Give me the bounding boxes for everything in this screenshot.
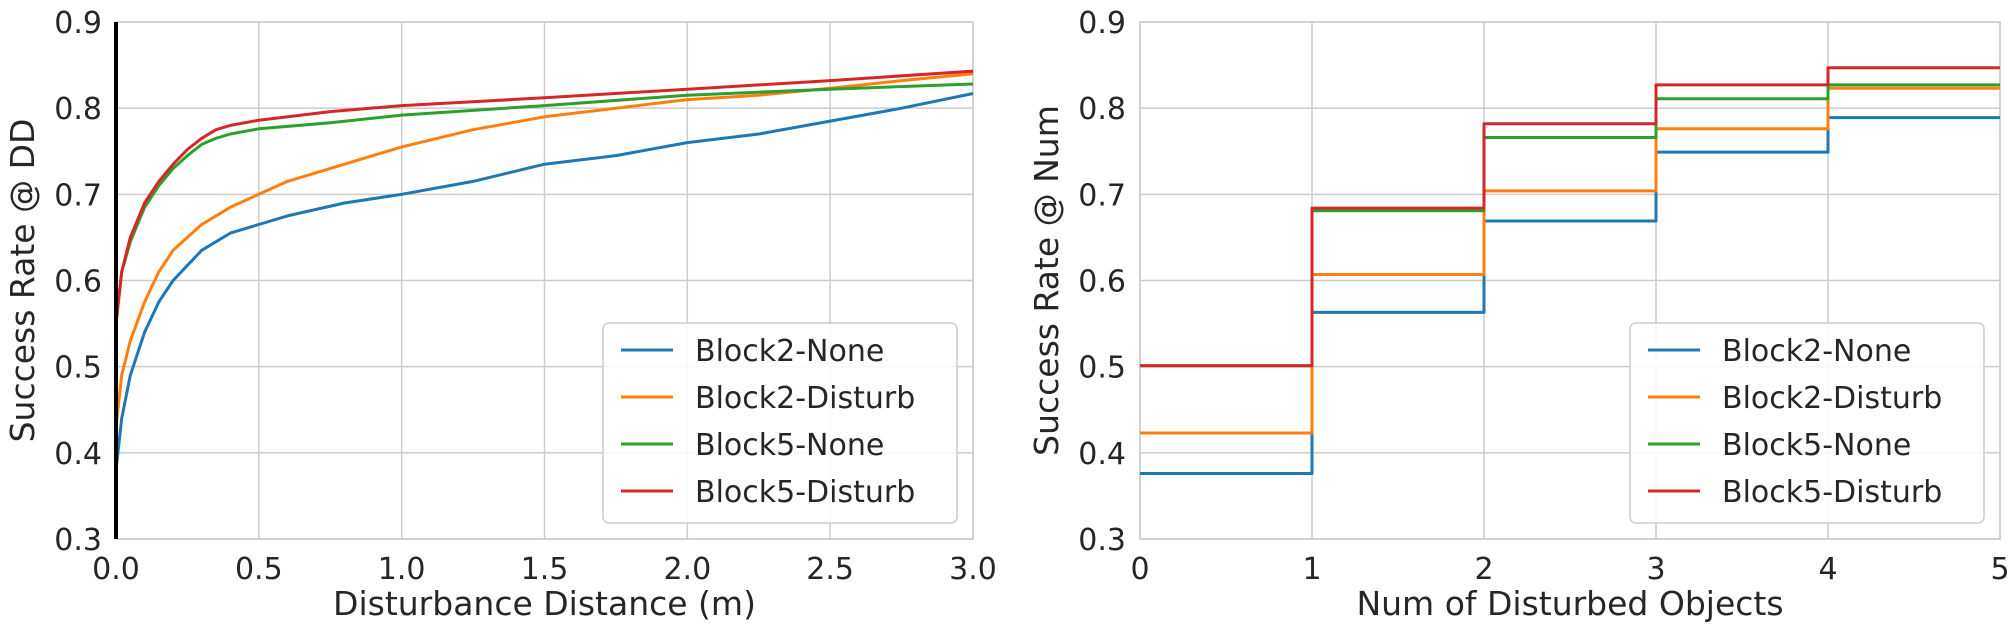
chart-disturbance-distance: 0.0 0.5 1.0 1.5 2.0 2.5 3.0 0.3 0.4 0.5 0.6 0.7 0.8 0… bbox=[3, 6, 997, 623]
x-tick-label: 1 bbox=[1302, 552, 1321, 587]
y-tick-label: 0.7 bbox=[54, 178, 102, 213]
y-tick-label: 0.8 bbox=[54, 92, 102, 127]
y-tick-label: 0.4 bbox=[1078, 437, 1126, 472]
y-tick-label: 0.7 bbox=[1078, 178, 1126, 213]
legend: Block2-None Block2-Disturb Block5-None Bloc… bbox=[1629, 322, 1985, 524]
legend-entry-block2-none: Block2-None bbox=[1722, 334, 1911, 369]
x-tick-label: 1.5 bbox=[521, 552, 569, 587]
legend-entry-block2-none: Block2-None bbox=[695, 334, 884, 369]
legend-entry-block5-disturb: Block5-Disturb bbox=[695, 475, 915, 510]
plot-frame bbox=[1139, 21, 2001, 540]
x-tick-label: 3.0 bbox=[949, 552, 997, 587]
y-tick-label: 0.9 bbox=[54, 6, 102, 41]
x-tick-label: 0.5 bbox=[235, 552, 283, 587]
x-tick-label: 3 bbox=[1646, 552, 1665, 587]
series-line-block5-disturb bbox=[1140, 66, 2000, 368]
x-tick-label: 4 bbox=[1818, 552, 1837, 587]
series-line-block2-none bbox=[114, 92, 974, 471]
chart-num-disturbed-objects: 0 1 2 3 4 5 0.3 0.4 0.5 0.6 0.7 0.8 0.9 Num of Distur… bbox=[1027, 6, 2010, 623]
y-tick-label: 0.3 bbox=[1078, 523, 1126, 558]
legend-box bbox=[1629, 322, 1985, 524]
y-tick-label: 0.3 bbox=[54, 523, 102, 558]
x-axis-label: Disturbance Distance (m) bbox=[333, 584, 756, 623]
series-line-block5-disturb bbox=[114, 69, 974, 324]
series-line-block2-disturb bbox=[114, 72, 974, 428]
x-tick-label: 2.5 bbox=[806, 552, 854, 587]
y-tick-label: 0.4 bbox=[54, 437, 102, 472]
y-tick-label: 0.6 bbox=[54, 265, 102, 300]
x-axis-label: Num of Disturbed Objects bbox=[1356, 584, 1783, 623]
legend-entry-block5-none: Block5-None bbox=[1722, 428, 1911, 463]
legend-entry-block2-disturb: Block2-Disturb bbox=[1722, 381, 1942, 416]
y-tick-label: 0.5 bbox=[1078, 351, 1126, 386]
y-tick-label: 0.5 bbox=[54, 351, 102, 386]
legend-box bbox=[602, 322, 958, 524]
x-tick-label: 1.0 bbox=[378, 552, 426, 587]
x-tick-label: 0 bbox=[1130, 552, 1149, 587]
series-line-block5-none bbox=[114, 82, 974, 324]
legend-entry-block5-none: Block5-None bbox=[695, 428, 884, 463]
legend-entry-block2-disturb: Block2-Disturb bbox=[695, 381, 915, 416]
legend: Block2-None Block2-Disturb Block5-None Bloc… bbox=[602, 322, 958, 524]
y-axis-label: Success Rate @ Num bbox=[1027, 105, 1066, 456]
x-tick-label: 5 bbox=[1990, 552, 2009, 587]
legend-entry-block5-disturb: Block5-Disturb bbox=[1722, 475, 1942, 510]
y-axis-label: Success Rate @ DD bbox=[3, 119, 42, 443]
x-tick-label: 2 bbox=[1474, 552, 1493, 587]
y-tick-label: 0.9 bbox=[1078, 6, 1126, 41]
y-tick-label: 0.8 bbox=[1078, 92, 1126, 127]
y-tick-label: 0.6 bbox=[1078, 265, 1126, 300]
x-tick-label: 2.0 bbox=[663, 552, 711, 587]
x-tick-label: 0.0 bbox=[92, 552, 140, 587]
